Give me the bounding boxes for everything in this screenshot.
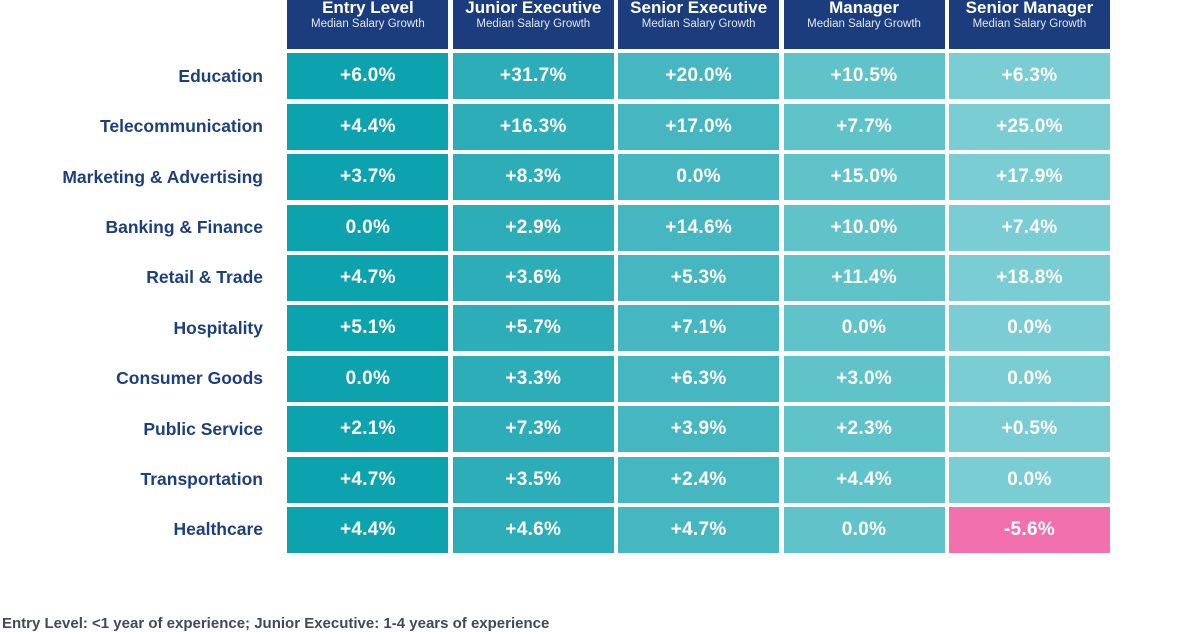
column-header-entry-level: Entry Level Median Salary Growth	[287, 0, 449, 49]
value-cell: +3.3%	[452, 355, 614, 402]
value-cell: 0.0%	[618, 154, 780, 201]
value-cell: +4.7%	[618, 506, 780, 553]
column-title: Junior Executive	[465, 0, 602, 17]
value-cell: +3.7%	[287, 154, 449, 201]
value-cell: +2.3%	[783, 406, 945, 453]
row-label-telecommunication: Telecommunication	[99, 116, 263, 137]
value-cell: +8.3%	[452, 154, 614, 201]
row-label-consumer-goods: Consumer Goods	[116, 368, 263, 389]
row-label-healthcare: Healthcare	[173, 519, 264, 540]
value-cell: 0.0%	[948, 305, 1110, 352]
value-cell: +15.0%	[783, 154, 945, 201]
value-cell: +4.4%	[287, 103, 449, 150]
value-cell: +6.3%	[948, 53, 1110, 100]
value-cell: +31.7%	[452, 53, 614, 100]
footnote: Entry Level: <1 year of experience; Juni…	[2, 615, 550, 632]
row-label-public-service: Public Service	[143, 418, 263, 439]
value-cell: +6.3%	[618, 355, 780, 402]
column-title: Manager	[829, 0, 900, 17]
value-cell: +3.9%	[618, 406, 780, 453]
value-cell: +4.7%	[287, 456, 449, 503]
column-header-senior-executive: Senior Executive Median Salary Growth	[618, 0, 780, 49]
value-cell: +7.7%	[783, 103, 945, 150]
table-corner-spacer	[0, 0, 283, 49]
row-label-transportation: Transportation	[140, 469, 263, 490]
column-title: Entry Level	[322, 0, 414, 17]
value-cell: +25.0%	[948, 103, 1110, 150]
column-title: Senior Manager	[965, 0, 1094, 17]
value-cell: +14.6%	[618, 204, 780, 251]
column-subtitle: Median Salary Growth	[972, 18, 1087, 30]
row-label-retail-trade: Retail & Trade	[146, 267, 263, 288]
row-label-hospitality: Hospitality	[173, 317, 263, 338]
value-cell: +10.0%	[783, 204, 945, 251]
column-header-senior-manager: Senior Manager Median Salary Growth	[948, 0, 1110, 49]
value-cell: +0.5%	[948, 406, 1110, 453]
value-cell: +4.4%	[287, 506, 449, 553]
column-header-manager: Manager Median Salary Growth	[783, 0, 945, 49]
value-cell: +11.4%	[783, 254, 945, 301]
column-subtitle: Median Salary Growth	[641, 18, 756, 30]
value-cell: +5.3%	[618, 254, 780, 301]
value-cell: +7.4%	[948, 204, 1110, 251]
value-cell: 0.0%	[287, 355, 449, 402]
value-cell: +16.3%	[452, 103, 614, 150]
value-cell: +20.0%	[618, 53, 780, 100]
value-cell: +10.5%	[783, 53, 945, 100]
row-label-marketing-advertising: Marketing & Advertising	[62, 166, 263, 187]
value-cell: 0.0%	[287, 204, 449, 251]
value-cell: +3.5%	[452, 456, 614, 503]
value-cell: +3.0%	[783, 355, 945, 402]
value-cell: 0.0%	[783, 506, 945, 553]
value-cell: +17.9%	[948, 154, 1110, 201]
value-cell: +2.9%	[452, 204, 614, 251]
column-subtitle: Median Salary Growth	[476, 18, 591, 30]
value-cell: +7.3%	[452, 406, 614, 453]
row-label-education: Education	[178, 65, 263, 86]
value-cell: +4.6%	[452, 506, 614, 553]
column-subtitle: Median Salary Growth	[311, 18, 425, 30]
table-grid: Entry Level Median Salary Growth Junior …	[0, 0, 1110, 553]
value-cell: 0.0%	[948, 355, 1110, 402]
value-cell: +17.0%	[618, 103, 780, 150]
value-cell: 0.0%	[948, 456, 1110, 503]
value-cell: 0.0%	[783, 305, 945, 352]
value-cell: +2.4%	[618, 456, 780, 503]
column-header-junior-executive: Junior Executive Median Salary Growth	[452, 0, 614, 49]
column-title: Senior Executive	[630, 0, 768, 17]
column-subtitle: Median Salary Growth	[807, 18, 921, 30]
value-cell: +7.1%	[618, 305, 780, 352]
value-cell: +2.1%	[287, 406, 449, 453]
value-cell-negative: -5.6%	[948, 506, 1110, 553]
value-cell: +3.6%	[452, 254, 614, 301]
value-cell: +5.7%	[452, 305, 614, 352]
value-cell: +18.8%	[948, 254, 1110, 301]
row-label-banking-finance: Banking & Finance	[105, 217, 263, 238]
value-cell: +4.7%	[287, 254, 449, 301]
value-cell: +4.4%	[783, 456, 945, 503]
value-cell: +6.0%	[287, 53, 449, 100]
value-cell: +5.1%	[287, 305, 449, 352]
